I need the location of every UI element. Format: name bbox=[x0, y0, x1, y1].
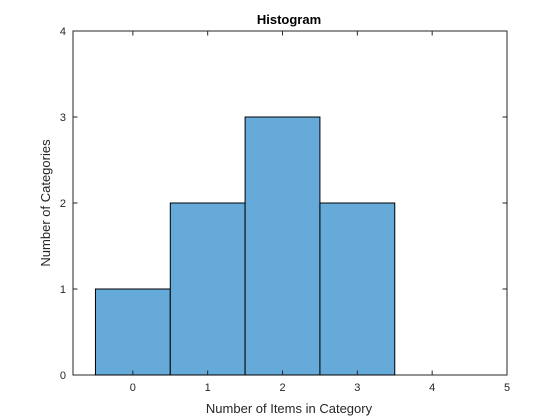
x-tick-label: 0 bbox=[130, 382, 136, 394]
histogram-bar-0 bbox=[94, 288, 171, 376]
chart-title: Histogram bbox=[257, 12, 321, 27]
x-axis-label: Number of Items in Category bbox=[206, 401, 373, 416]
x-tick-label: 2 bbox=[279, 382, 285, 394]
x-axis-ticks: 0 1 2 3 4 5 bbox=[130, 31, 510, 394]
histogram-bar-3 bbox=[319, 202, 396, 376]
histogram-bar-1 bbox=[169, 202, 246, 376]
x-tick-label: 1 bbox=[205, 382, 211, 394]
y-tick-label: 1 bbox=[60, 284, 66, 296]
x-tick-label: 3 bbox=[354, 382, 360, 394]
y-axis-label: Number of Categories bbox=[38, 139, 53, 267]
x-tick-label: 4 bbox=[429, 382, 435, 394]
x-tick-label: 5 bbox=[504, 382, 510, 394]
y-axis-ticks: 0 1 2 3 4 bbox=[60, 26, 507, 382]
y-tick-label: 2 bbox=[60, 198, 66, 210]
y-tick-label: 3 bbox=[60, 112, 66, 124]
bars-group bbox=[94, 116, 396, 376]
y-tick-label: 4 bbox=[60, 26, 66, 38]
histogram-bar-2 bbox=[244, 116, 321, 376]
y-tick-label: 0 bbox=[60, 370, 66, 382]
